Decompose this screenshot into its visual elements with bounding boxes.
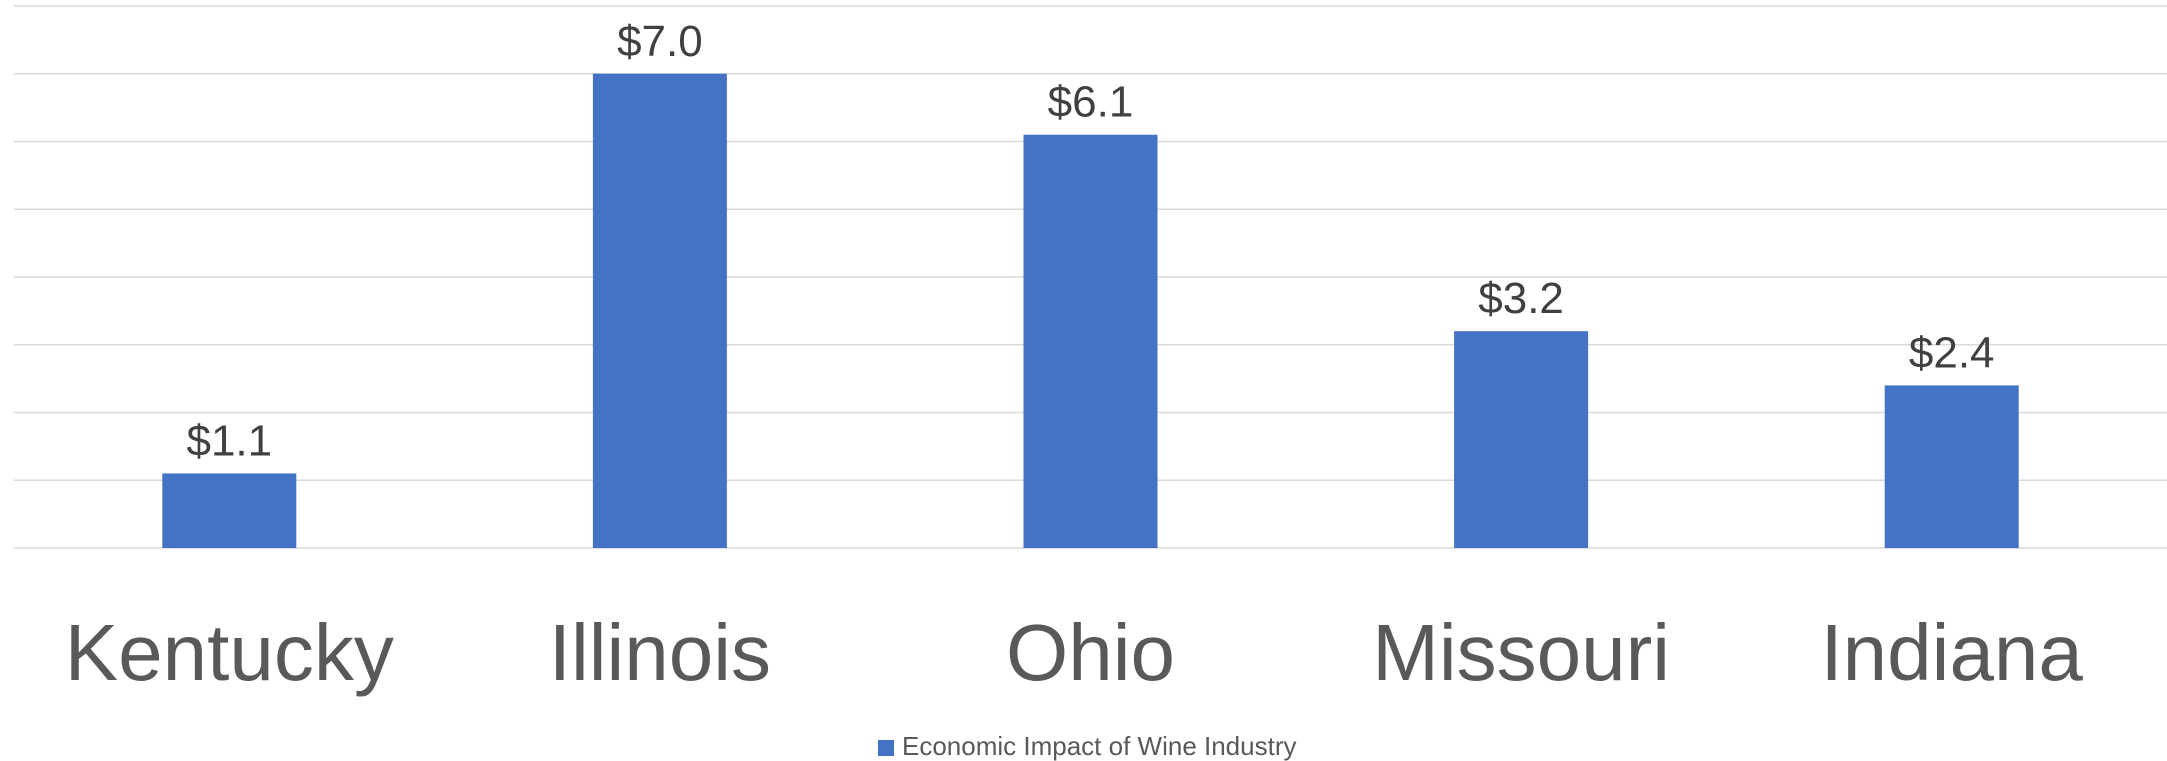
data-label-kentucky: $1.1 [186,416,272,465]
data-label-missouri: $3.2 [1478,274,1564,323]
category-label-indiana: Indiana [1820,608,2083,697]
data-labels: $1.1 $7.0 $6.1 $3.2 $2.4 [186,17,1994,466]
data-label-indiana: $2.4 [1909,328,1995,377]
bar-indiana [1884,385,2019,548]
bar-illinois [592,73,727,548]
legend-label: Economic Impact of Wine Industry [902,731,1296,761]
category-label-illinois: Illinois [549,608,771,697]
bar-ohio [1023,134,1158,548]
data-label-ohio: $6.1 [1048,78,1134,127]
data-label-illinois: $7.0 [617,17,703,66]
bar-kentucky [162,473,297,548]
legend: Economic Impact of Wine Industry [878,731,1296,761]
category-labels: Kentucky Illinois Ohio Missouri Indiana [65,608,2084,697]
bar-missouri [1454,331,1589,548]
category-label-missouri: Missouri [1372,608,1670,697]
bars [162,73,2019,548]
category-label-kentucky: Kentucky [65,608,394,697]
category-label-ohio: Ohio [1006,608,1175,697]
legend-swatch [878,740,894,756]
